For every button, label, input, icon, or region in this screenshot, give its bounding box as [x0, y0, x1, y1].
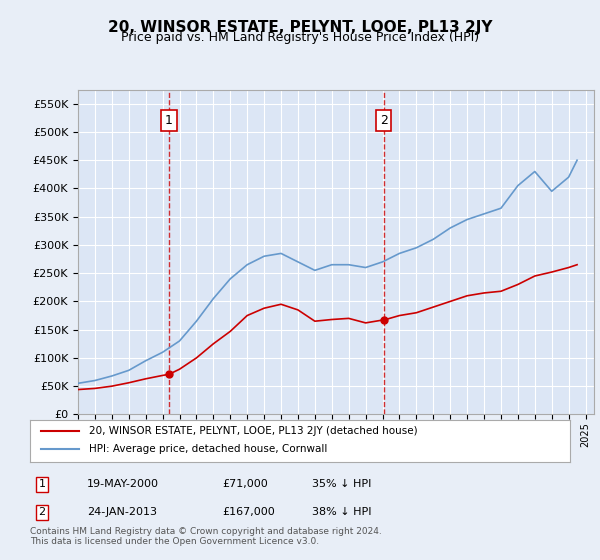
- Text: £71,000: £71,000: [222, 479, 268, 489]
- Text: 19-MAY-2000: 19-MAY-2000: [87, 479, 159, 489]
- Text: 35% ↓ HPI: 35% ↓ HPI: [312, 479, 371, 489]
- Text: 2: 2: [38, 507, 46, 517]
- Text: 2: 2: [380, 114, 388, 127]
- Text: 1: 1: [165, 114, 173, 127]
- Text: HPI: Average price, detached house, Cornwall: HPI: Average price, detached house, Corn…: [89, 445, 328, 454]
- Text: 24-JAN-2013: 24-JAN-2013: [87, 507, 157, 517]
- Text: 20, WINSOR ESTATE, PELYNT, LOOE, PL13 2JY: 20, WINSOR ESTATE, PELYNT, LOOE, PL13 2J…: [108, 20, 492, 35]
- Text: £167,000: £167,000: [222, 507, 275, 517]
- Text: 38% ↓ HPI: 38% ↓ HPI: [312, 507, 371, 517]
- Text: Price paid vs. HM Land Registry's House Price Index (HPI): Price paid vs. HM Land Registry's House …: [121, 31, 479, 44]
- Text: 20, WINSOR ESTATE, PELYNT, LOOE, PL13 2JY (detached house): 20, WINSOR ESTATE, PELYNT, LOOE, PL13 2J…: [89, 426, 418, 436]
- Text: Contains HM Land Registry data © Crown copyright and database right 2024.
This d: Contains HM Land Registry data © Crown c…: [30, 526, 382, 546]
- Text: 1: 1: [38, 479, 46, 489]
